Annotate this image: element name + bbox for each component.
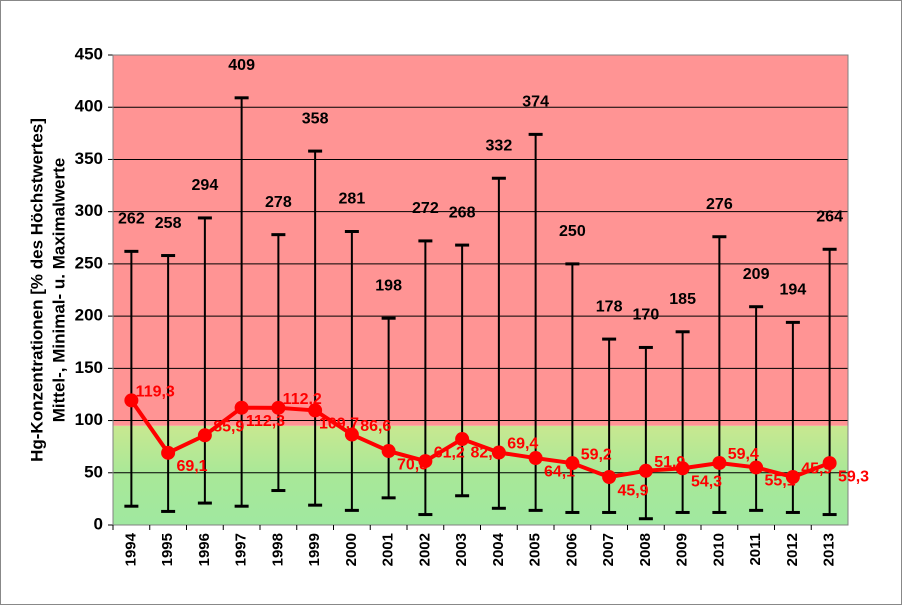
mean-label: 86,6 bbox=[360, 418, 391, 435]
mean-marker bbox=[271, 400, 286, 415]
mean-label: 59,3 bbox=[838, 468, 869, 485]
x-tick-label: 2011 bbox=[747, 533, 764, 566]
max-label: 250 bbox=[559, 223, 586, 240]
x-tick-label: 2007 bbox=[600, 533, 617, 566]
max-label: 272 bbox=[412, 200, 439, 217]
max-label: 374 bbox=[522, 94, 549, 111]
y-axis-title: Mittel-, Minimal- u. Maximalwerte bbox=[49, 158, 68, 423]
background-band bbox=[113, 55, 848, 426]
mean-marker bbox=[528, 451, 543, 466]
max-label: 170 bbox=[633, 307, 660, 324]
max-label: 294 bbox=[192, 177, 219, 194]
max-label: 209 bbox=[743, 266, 770, 283]
y-tick-label: 300 bbox=[75, 201, 103, 220]
x-tick-label: 2008 bbox=[637, 533, 654, 566]
y-tick-label: 0 bbox=[94, 514, 103, 533]
x-tick-label: 1999 bbox=[306, 533, 323, 566]
max-label: 276 bbox=[706, 196, 733, 213]
mean-marker bbox=[675, 461, 690, 476]
mean-marker bbox=[161, 445, 176, 460]
mean-marker bbox=[197, 428, 212, 443]
y-tick-label: 250 bbox=[75, 253, 103, 272]
y-tick-label: 400 bbox=[75, 97, 103, 116]
max-label: 281 bbox=[339, 191, 366, 208]
max-label: 194 bbox=[780, 282, 807, 299]
y-tick-label: 100 bbox=[75, 410, 103, 429]
x-tick-label: 2002 bbox=[416, 533, 433, 566]
mean-marker bbox=[638, 463, 653, 478]
mean-marker bbox=[712, 455, 727, 470]
max-label: 332 bbox=[486, 137, 513, 154]
mean-label: 85,9 bbox=[213, 419, 244, 436]
mean-marker bbox=[785, 470, 800, 485]
y-tick-label: 50 bbox=[84, 462, 103, 481]
x-tick-label: 2001 bbox=[380, 533, 397, 566]
mean-marker bbox=[455, 432, 470, 447]
max-label: 178 bbox=[596, 298, 623, 315]
max-label: 358 bbox=[302, 110, 329, 127]
x-tick-label: 2000 bbox=[343, 533, 360, 566]
background-band bbox=[113, 425, 848, 525]
max-label: 409 bbox=[228, 57, 255, 74]
max-label: 258 bbox=[155, 215, 182, 232]
max-label: 264 bbox=[816, 208, 843, 225]
mean-marker bbox=[344, 427, 359, 442]
mean-label: 69,1 bbox=[176, 458, 207, 475]
mean-label: 61,2 bbox=[434, 444, 465, 461]
x-tick-label: 2006 bbox=[563, 533, 580, 566]
max-label: 262 bbox=[118, 211, 145, 228]
mean-label: 119,3 bbox=[136, 384, 175, 401]
x-tick-label: 2012 bbox=[784, 533, 801, 566]
mean-marker bbox=[234, 400, 249, 415]
mean-marker bbox=[565, 456, 580, 471]
mean-label: 54,3 bbox=[691, 474, 722, 491]
y-axis-title: Hg-Konzentrationen [% des Höchstwertes] bbox=[27, 118, 46, 462]
x-tick-label: 2003 bbox=[453, 533, 470, 566]
x-tick-label: 1996 bbox=[196, 533, 213, 566]
y-tick-label: 450 bbox=[75, 44, 103, 63]
mean-label: 112,2 bbox=[283, 391, 322, 408]
x-tick-label: 1995 bbox=[159, 533, 176, 566]
max-label: 198 bbox=[375, 277, 402, 294]
x-tick-label: 2013 bbox=[821, 533, 838, 566]
y-tick-label: 350 bbox=[75, 149, 103, 168]
mean-label: 112,3 bbox=[246, 413, 285, 430]
max-label: 278 bbox=[265, 194, 292, 211]
x-tick-label: 2010 bbox=[710, 533, 727, 566]
x-tick-label: 1994 bbox=[122, 532, 139, 566]
mean-label: 45,9 bbox=[617, 482, 648, 499]
mean-marker bbox=[491, 445, 506, 460]
mean-label: 69,4 bbox=[507, 436, 538, 453]
plot-area: 0 50 100 150 200 250 300 350 400 450 262 1994 258 199… bbox=[75, 44, 870, 566]
mean-label: 59,2 bbox=[581, 446, 612, 463]
y-tick-label: 150 bbox=[75, 358, 103, 377]
mean-marker bbox=[124, 393, 139, 408]
x-tick-label: 2005 bbox=[527, 533, 544, 566]
x-tick-label: 2004 bbox=[490, 532, 507, 566]
max-label: 268 bbox=[449, 204, 476, 221]
mean-marker bbox=[308, 403, 323, 418]
mean-label: 59,4 bbox=[728, 446, 759, 463]
x-tick-label: 1998 bbox=[269, 533, 286, 566]
x-tick-label: 2009 bbox=[674, 533, 691, 566]
y-tick-label: 200 bbox=[75, 306, 103, 325]
mean-marker bbox=[749, 460, 764, 475]
mean-marker bbox=[418, 454, 433, 469]
x-tick-label: 1997 bbox=[233, 533, 250, 566]
mean-marker bbox=[602, 470, 617, 485]
mean-marker bbox=[381, 444, 396, 459]
max-label: 185 bbox=[669, 291, 696, 308]
mean-marker bbox=[822, 456, 837, 471]
